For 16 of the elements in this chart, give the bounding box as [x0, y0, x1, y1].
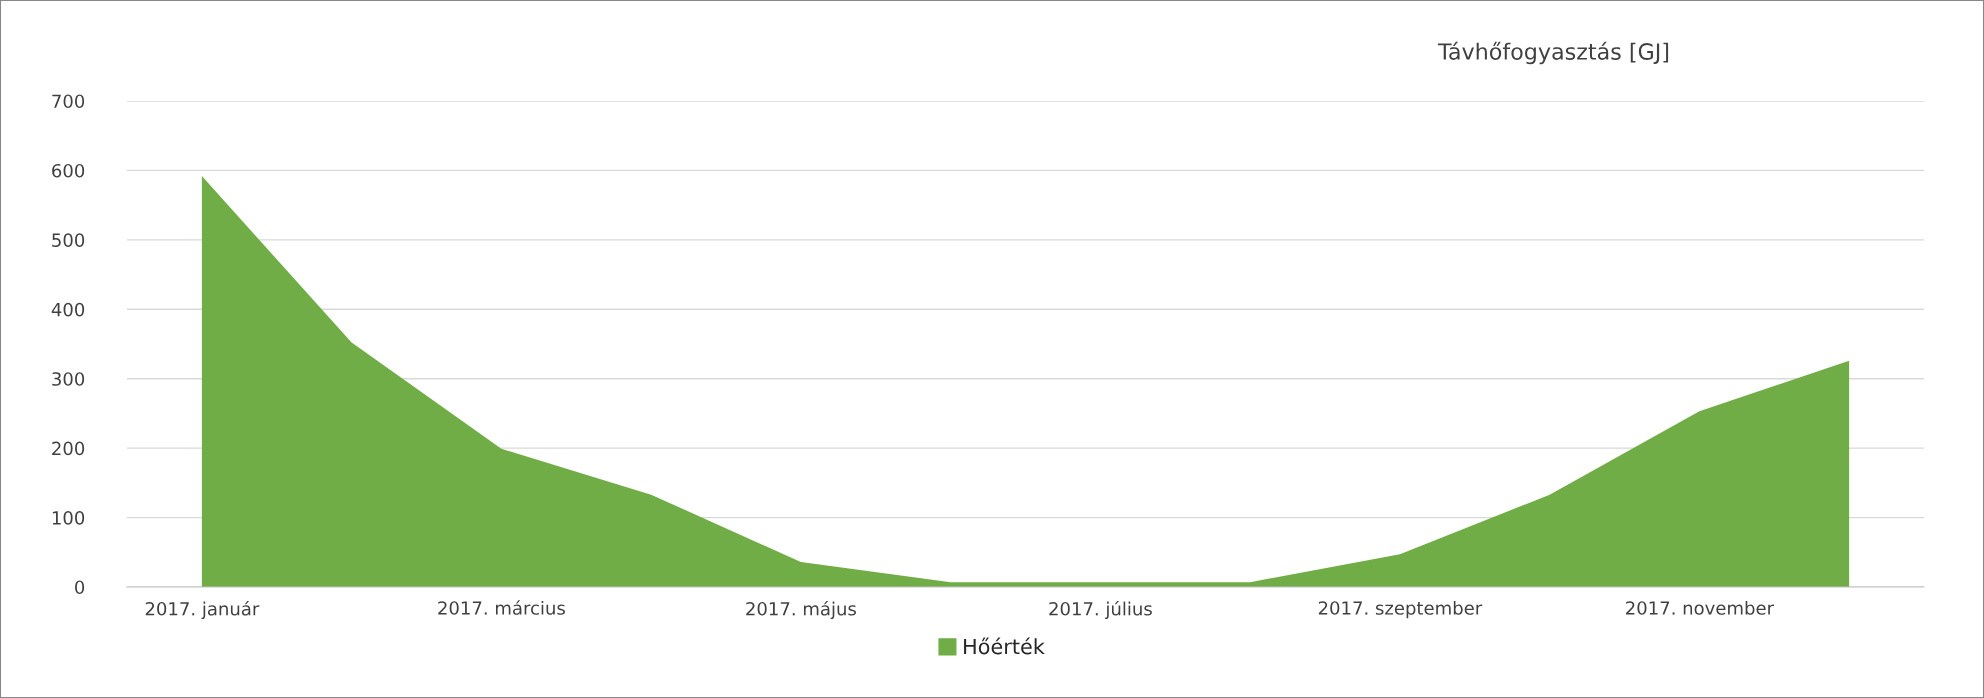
y-tick-label: 500: [52, 233, 85, 247]
x-tick-label: 2017. május: [746, 600, 856, 620]
y-tick-label: 300: [52, 372, 85, 386]
x-tick-label: 2017. szeptember: [1318, 600, 1483, 619]
x-tick-label: 2017. november: [1626, 600, 1775, 615]
y-tick-label: 700: [52, 94, 85, 109]
chart-title: Távhőfogyasztás [GJ]: [1437, 41, 1669, 65]
x-tick-label: 2017. január: [145, 600, 260, 620]
legend-label: Hőérték: [964, 637, 1045, 655]
y-tick-label: 100: [52, 511, 85, 525]
x-tick-label: 2017. július: [1049, 600, 1152, 620]
y-tick-label: 400: [51, 302, 85, 317]
y-tick-label: 600: [52, 163, 85, 178]
x-tick-label: 2017. március: [438, 600, 565, 615]
y-tick-label: 200: [52, 441, 85, 456]
y-tick-label: 0: [75, 580, 85, 595]
